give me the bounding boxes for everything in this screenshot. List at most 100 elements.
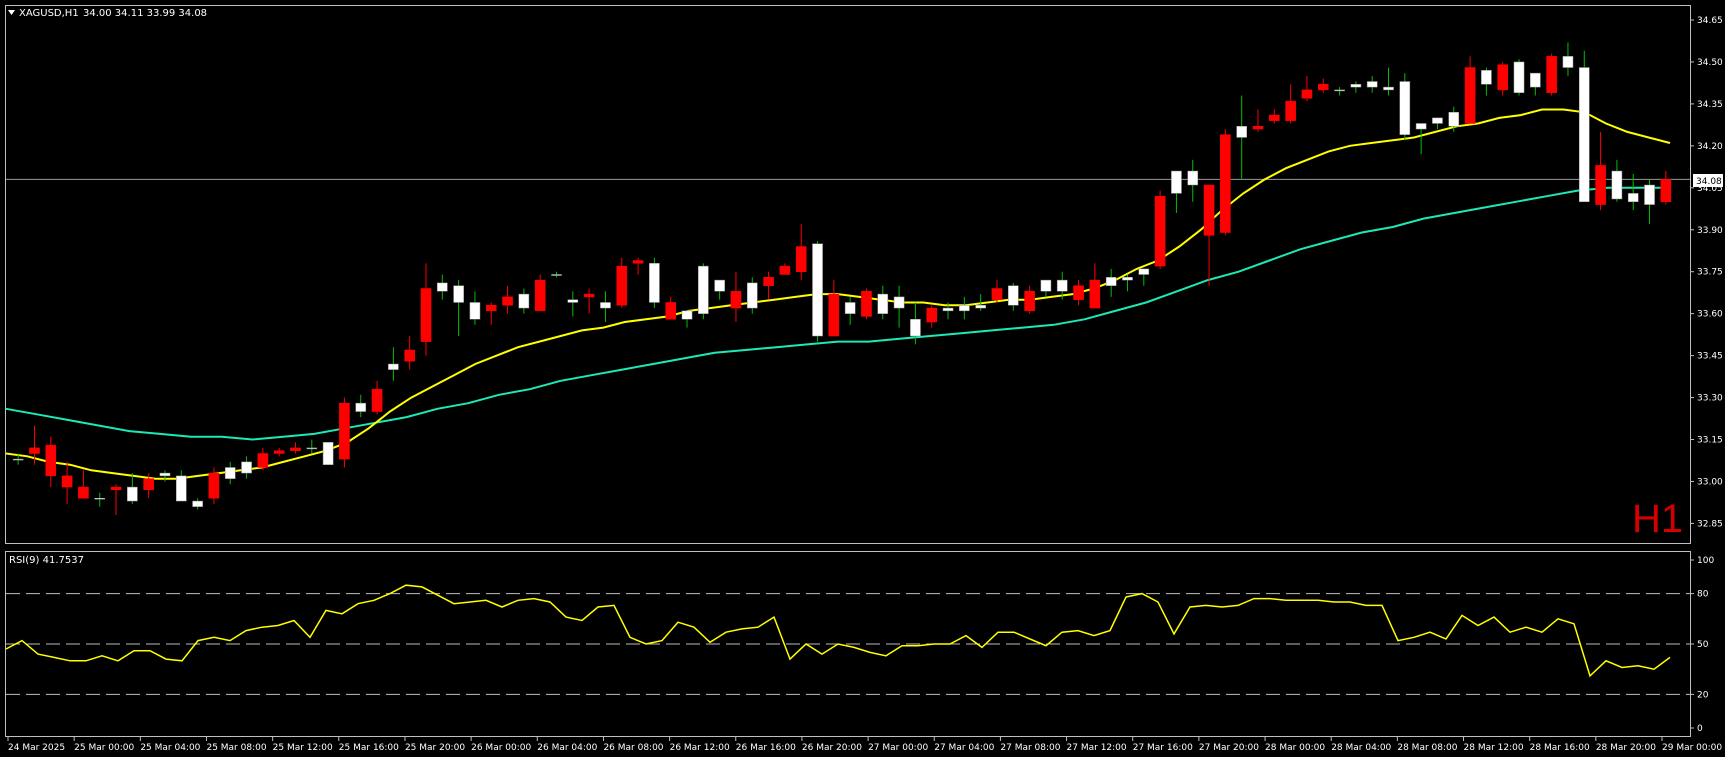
- symbol-label: XAGUSD,H1: [19, 8, 79, 19]
- candle-body: [1171, 170, 1182, 194]
- candle-body: [910, 319, 921, 337]
- candle-body: [1154, 195, 1166, 267]
- time-tick-label: 26 Mar 00:00: [471, 743, 531, 753]
- candle-body: [1464, 67, 1476, 124]
- candle-body: [110, 486, 122, 491]
- candle-body: [1317, 84, 1329, 91]
- candle-body: [730, 291, 742, 309]
- time-tick-label: 27 Mar 12:00: [1067, 743, 1127, 753]
- time-tick-label: 25 Mar 16:00: [339, 743, 399, 753]
- candle-body: [1481, 70, 1492, 85]
- candle-body: [208, 472, 220, 499]
- rsi-line: [5, 584, 1671, 678]
- candle-body: [1220, 134, 1231, 233]
- rsi-header: RSI(9) 41.7537: [9, 555, 84, 566]
- time-tick-label: 25 Mar 08:00: [206, 743, 266, 753]
- candle-body: [404, 349, 415, 362]
- time-tick-label: 27 Mar 00:00: [868, 743, 928, 753]
- time-tick-label: 26 Mar 08:00: [603, 743, 663, 753]
- candle-body: [257, 453, 269, 468]
- candle-body: [1236, 126, 1247, 138]
- timeframe-badge: H1: [1632, 497, 1683, 541]
- candle-body: [1040, 279, 1052, 292]
- candle-body: [600, 302, 611, 309]
- candle-body: [828, 293, 840, 337]
- candle-body: [12, 458, 24, 461]
- candle-body: [420, 288, 432, 342]
- candle-body: [143, 478, 154, 491]
- candle-body: [844, 302, 856, 314]
- candle-body: [45, 444, 57, 477]
- candle-body: [1383, 86, 1394, 91]
- time-tick-label: 27 Mar 20:00: [1199, 743, 1259, 753]
- candle-body: [290, 447, 301, 451]
- candle-body: [1285, 100, 1296, 121]
- time-tick-label: 26 Mar 12:00: [670, 743, 730, 753]
- current-price-tag: [1693, 174, 1723, 187]
- candle-body: [877, 293, 889, 314]
- candle-body: [975, 305, 986, 309]
- rsi-tick-label: 0: [1697, 724, 1703, 734]
- candle-body: [1269, 114, 1280, 121]
- candle-body: [1105, 277, 1117, 286]
- price-tick-label: 34.65: [1697, 16, 1723, 26]
- candle-body: [1627, 193, 1639, 203]
- price-tick-label: 33.45: [1697, 352, 1723, 362]
- time-tick-label: 28 Mar 12:00: [1464, 743, 1524, 753]
- candle-body: [1089, 279, 1101, 309]
- time-tick-label: 26 Mar 16:00: [736, 743, 796, 753]
- time-tick-label: 26 Mar 04:00: [537, 743, 597, 753]
- candle-body: [746, 282, 758, 309]
- candle-body: [551, 274, 562, 276]
- candle-body: [78, 486, 89, 499]
- time-tick-label: 28 Mar 00:00: [1265, 743, 1325, 753]
- candle-body: [469, 302, 481, 320]
- candle-body: [1497, 64, 1509, 91]
- candle-body: [812, 243, 823, 337]
- candle-body: [355, 402, 367, 412]
- time-tick-label: 25 Mar 00:00: [74, 743, 134, 753]
- time-tick-label: 24 Mar 2025: [8, 743, 65, 753]
- candle-body: [942, 307, 954, 312]
- price-tick-label: 33.00: [1697, 477, 1723, 487]
- rsi-tick-label: 80: [1697, 590, 1709, 600]
- ma-slow-line: [5, 186, 1670, 441]
- time-tick-label: 27 Mar 08:00: [1000, 743, 1060, 753]
- candle-body: [649, 263, 660, 303]
- time-tick-label: 27 Mar 16:00: [1133, 743, 1193, 753]
- candle-body: [1187, 170, 1199, 186]
- candle-body: [175, 475, 187, 502]
- candle-body: [273, 450, 285, 454]
- candle-body: [241, 461, 252, 474]
- price-pane-frame: [5, 5, 1691, 544]
- candle-body: [681, 310, 693, 320]
- time-tick-label: 28 Mar 20:00: [1596, 743, 1656, 753]
- time-tick-label: 28 Mar 08:00: [1397, 743, 1457, 753]
- candle-body: [1301, 89, 1313, 99]
- time-tick-label: 25 Mar 04:00: [140, 743, 200, 753]
- candle-body: [339, 402, 350, 460]
- price-tick-label: 33.75: [1697, 268, 1723, 278]
- candle-body: [94, 498, 106, 500]
- candle-body: [1448, 112, 1460, 127]
- candle-body: [1562, 56, 1574, 68]
- candle-body: [159, 472, 171, 477]
- candlestick-series: [12, 42, 1672, 516]
- candle-body: [371, 388, 383, 412]
- time-tick-label: 25 Mar 20:00: [405, 743, 465, 753]
- symbol-dropdown-icon[interactable]: [8, 10, 15, 15]
- ohlc-readout: 34.00 34.11 33.99 34.08: [83, 8, 207, 19]
- candle-body: [1611, 170, 1623, 200]
- time-tick-label: 27 Mar 04:00: [934, 743, 994, 753]
- candle-body: [322, 442, 334, 465]
- candle-body: [453, 285, 464, 303]
- time-axis: 24 Mar 2025 25 Mar 00:00 25 Mar 04:00 25 Ma…: [7, 737, 1722, 753]
- time-tick-label: 28 Mar 16:00: [1530, 743, 1590, 753]
- rsi-series: [5, 584, 1671, 678]
- candle-body: [1138, 268, 1150, 275]
- candle-body: [1056, 279, 1068, 292]
- candle-body: [1595, 165, 1606, 205]
- price-axis: 34.65 34.50 34.35 34.20 34.05 33.90 33.75 33.60…: [1690, 16, 1723, 529]
- candle-body: [502, 296, 513, 306]
